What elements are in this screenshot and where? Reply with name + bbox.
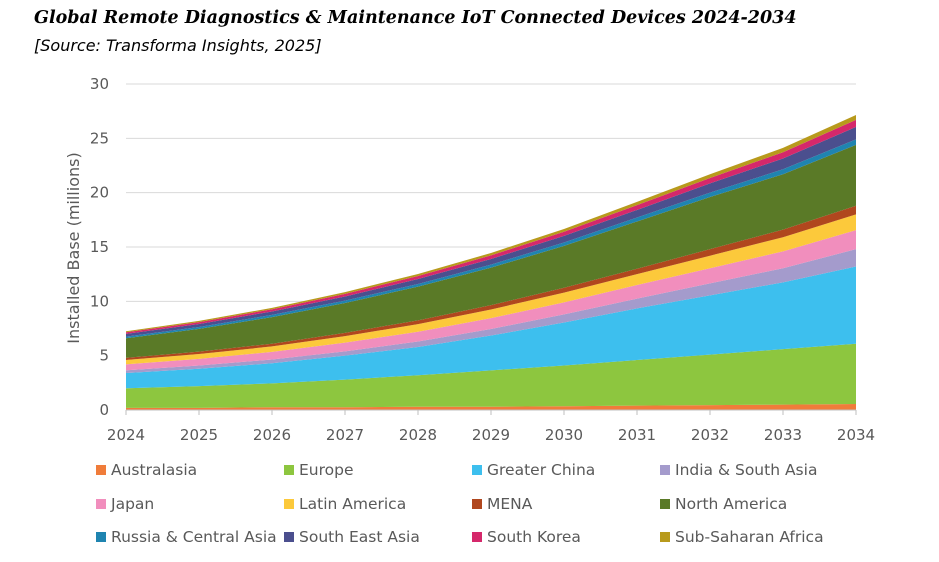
- legend-swatch: [96, 499, 106, 509]
- legend-label: Latin America: [299, 495, 407, 513]
- legend-label: Russia & Central Asia: [111, 528, 277, 546]
- legend-label: South East Asia: [299, 528, 420, 546]
- legend-item-russia-central-asia: Russia & Central Asia: [96, 528, 277, 546]
- legend-item-mena: MENA: [472, 495, 532, 513]
- area-series-greater-china: [126, 266, 856, 389]
- x-tick-label: 2034: [837, 426, 875, 444]
- legend-item-south-east-asia: South East Asia: [284, 528, 420, 546]
- x-tick-label: 2026: [253, 426, 291, 444]
- legend-label: India & South Asia: [675, 461, 818, 479]
- legend-swatch: [472, 465, 482, 475]
- legend-item-europe: Europe: [284, 461, 354, 479]
- legend-label: Australasia: [111, 461, 198, 479]
- y-tick-label: 20: [90, 184, 109, 202]
- x-tick-label: 2032: [691, 426, 729, 444]
- chart-title: Global Remote Diagnostics & Maintenance …: [34, 8, 797, 28]
- legend-label: Japan: [111, 495, 155, 513]
- y-tick-label: 10: [90, 292, 109, 310]
- y-tick-label: 15: [90, 238, 109, 256]
- y-tick-label: 25: [90, 129, 109, 147]
- legend-item-australasia: Australasia: [96, 461, 197, 479]
- legend-label: Greater China: [487, 461, 596, 479]
- legend-swatch: [96, 532, 106, 542]
- y-tick-label: 0: [99, 401, 109, 419]
- x-tick-label: 2030: [545, 426, 583, 444]
- legend-label: North America: [675, 495, 788, 513]
- y-tick-label: 5: [99, 347, 109, 365]
- y-axis-label: Installed Base (millions): [64, 152, 83, 343]
- x-tick-label: 2031: [618, 426, 656, 444]
- legend-swatch: [660, 465, 670, 475]
- legend-item-japan: Japan: [96, 495, 154, 513]
- legend-item-latin-america: Latin America: [284, 495, 406, 513]
- legend-label: Sub-Saharan Africa: [675, 528, 824, 546]
- legend-item-india-south-asia: India & South Asia: [660, 461, 817, 479]
- legend-item-north-america: North America: [660, 495, 787, 513]
- chart-subtitle: [Source: Transforma Insights, 2025]: [34, 36, 322, 55]
- area-series-australasia: [126, 404, 856, 410]
- legend-item-south-korea: South Korea: [472, 528, 581, 546]
- legend-swatch: [660, 532, 670, 542]
- legend-swatch: [284, 499, 294, 509]
- legend-item-sub-saharan-africa: Sub-Saharan Africa: [660, 528, 824, 546]
- legend-label: South Korea: [487, 528, 581, 546]
- x-tick-label: 2028: [399, 426, 437, 444]
- legend-swatch: [660, 499, 670, 509]
- area-series-north-america: [126, 144, 856, 358]
- area-series-europe: [126, 343, 856, 408]
- legend-item-greater-china: Greater China: [472, 461, 595, 479]
- x-tick-label: 2024: [107, 426, 145, 444]
- x-tick-label: 2033: [764, 426, 802, 444]
- legend-label: MENA: [487, 495, 533, 513]
- legend-swatch: [284, 465, 294, 475]
- legend-swatch: [96, 465, 106, 475]
- legend-swatch: [284, 532, 294, 542]
- area-series-group: [126, 114, 856, 410]
- x-tick-label: 2029: [472, 426, 510, 444]
- x-tick-label: 2027: [326, 426, 364, 444]
- legend-swatch: [472, 532, 482, 542]
- y-tick-label: 30: [90, 75, 109, 93]
- legend-label: Europe: [299, 461, 354, 479]
- legend-swatch: [472, 499, 482, 509]
- x-tick-label: 2025: [180, 426, 218, 444]
